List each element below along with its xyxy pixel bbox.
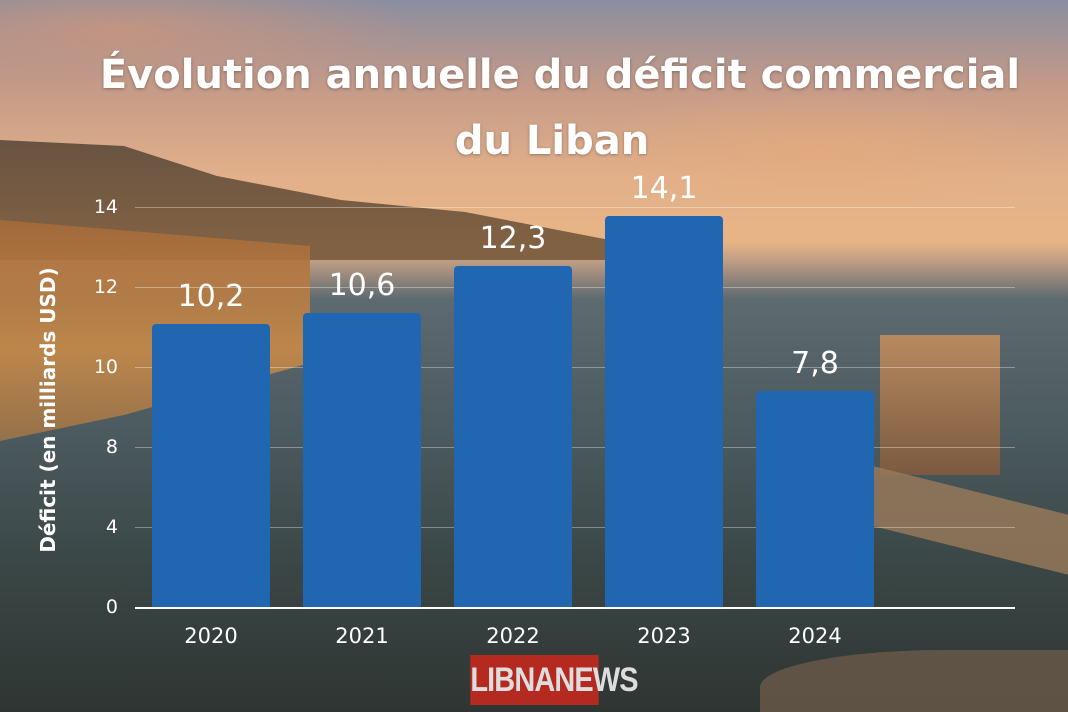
- gridline: [135, 527, 1015, 528]
- bar-2023: [605, 216, 723, 607]
- y-tick-label: 4: [105, 516, 118, 538]
- data-label: 10,6: [328, 268, 396, 304]
- y-tick-label: 14: [93, 196, 118, 218]
- data-label: 12,3: [479, 221, 547, 257]
- gridline: [135, 207, 1015, 208]
- bar-2021: [303, 313, 421, 607]
- y-tick-label: 10: [93, 356, 118, 378]
- data-label: 10,2: [177, 279, 245, 315]
- gridline: [135, 287, 1015, 288]
- x-tick-label: 2023: [637, 624, 691, 648]
- libnanews-logo: LIBNANEWS: [470, 655, 639, 705]
- x-tick-label: 2020: [184, 624, 238, 648]
- x-tick-label: 2024: [788, 624, 842, 648]
- bar-2024: [756, 390, 874, 607]
- data-label: 14,1: [630, 171, 698, 207]
- y-tick-label: 8: [105, 436, 118, 458]
- bar-2022: [454, 266, 572, 607]
- gridline: [135, 447, 1015, 448]
- x-tick-label: 2021: [335, 624, 389, 648]
- x-tick-label: 2022: [486, 624, 540, 648]
- bar-2020: [152, 324, 270, 607]
- y-tick-label: 12: [93, 276, 118, 298]
- background-ruin: [880, 335, 1000, 475]
- chart-title-line-2: du Liban: [454, 118, 650, 164]
- gridline: [135, 367, 1015, 368]
- gridline: [135, 607, 1015, 609]
- background-rocks: [760, 650, 1068, 712]
- y-tick-label: 0: [105, 596, 118, 618]
- data-label: 7,8: [791, 345, 839, 381]
- chart-title-line-1: Évolution annuelle du déficit commercial: [99, 52, 1021, 98]
